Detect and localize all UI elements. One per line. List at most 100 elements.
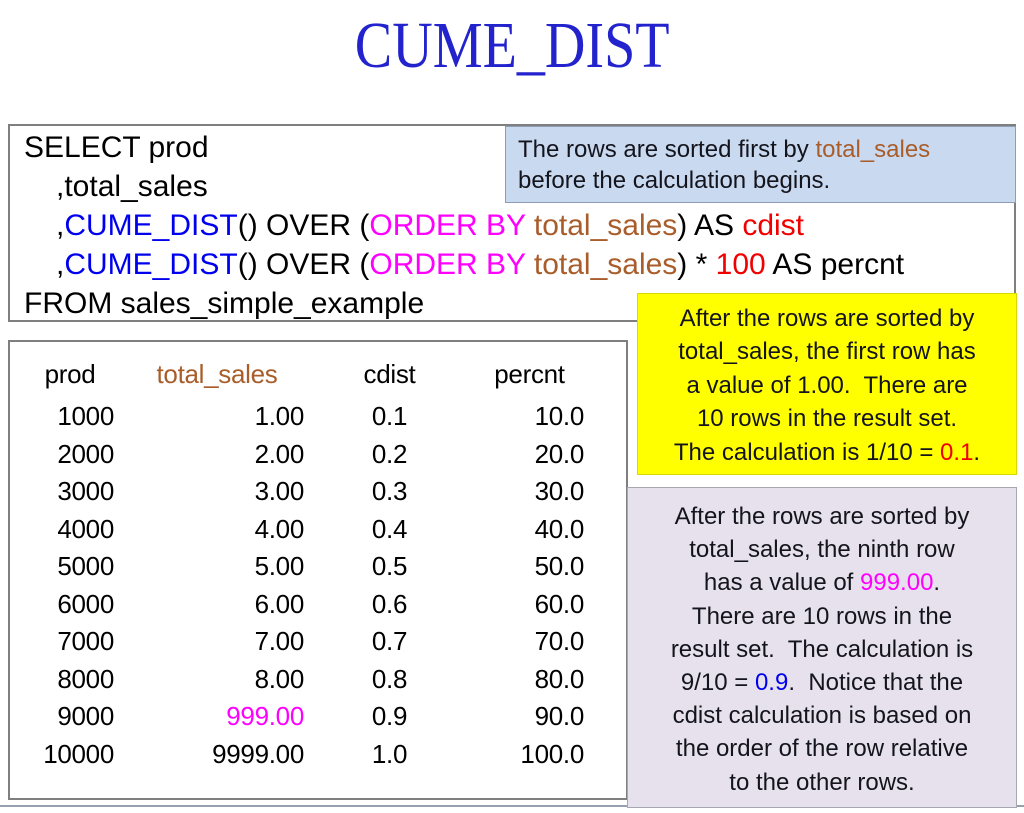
text-segment: AS percnt: [765, 248, 905, 281]
callout-sort-note: The rows are sorted first by total_sales…: [505, 126, 1016, 203]
text-segment: 10 rows in the result set.: [696, 405, 958, 433]
text-segment: 0.1: [371, 401, 408, 432]
text-segment: 0.5: [371, 551, 408, 582]
text-segment: 1000: [57, 401, 114, 432]
text-segment: 100.0: [520, 738, 584, 769]
text-segment: 2000: [57, 438, 114, 469]
table-cell: 30.0: [467, 476, 592, 507]
table-header-row: prod total_sales cdist percnt: [18, 350, 626, 398]
text-segment: 9999.00: [212, 738, 304, 769]
text-segment: 0.8: [371, 663, 408, 694]
text-segment: to the other rows.: [729, 768, 915, 796]
table-cell: 3000: [18, 476, 122, 507]
table-cell: 10000: [18, 739, 122, 770]
sql-code-line: ,CUME_DIST() OVER (ORDER BY total_sales)…: [24, 245, 1014, 284]
table-cell: 999.00: [122, 701, 312, 732]
table-row: 9000 999.00 0.9 90.0: [18, 698, 626, 736]
text-segment: 3000: [57, 476, 114, 507]
table-row: 2000 2.00 0.2 20.0: [18, 436, 626, 474]
callout-first-row-note: After the rows are sorted by total_sales,…: [637, 293, 1017, 475]
table-header-cell: percnt: [467, 359, 592, 390]
text-segment: 0.4: [371, 513, 408, 544]
text-segment: 10000: [43, 738, 114, 769]
text-segment: 1.0: [371, 738, 408, 769]
table-cell: 4000: [18, 514, 122, 545]
table-row: 6000 6.00 0.6 60.0: [18, 586, 626, 624]
text-segment: 30.0: [534, 476, 585, 507]
table-row: 1000 1.00 0.1 10.0: [18, 398, 626, 436]
text-segment: 8.00: [254, 663, 305, 694]
callout-text-line: After the rows are sorted by: [640, 302, 1014, 335]
sql-code-line: FROM sales_simple_example: [24, 284, 1014, 323]
callout-text-line: result set. The calculation is: [630, 633, 1014, 666]
table-cell: 7.00: [122, 626, 312, 657]
text-segment: 7.00: [254, 626, 305, 657]
callout-text-line: total_sales, the first row has: [640, 335, 1014, 368]
text-segment: result set. The calculation is: [670, 635, 974, 663]
text-segment: 9/10 =: [680, 669, 755, 697]
text-segment: 90.0: [534, 701, 585, 732]
table-cell: 20.0: [467, 439, 592, 470]
text-segment: . Notice that the: [788, 669, 964, 697]
text-segment: total_sales, the first row has: [678, 338, 976, 366]
text-segment: 1.00: [254, 401, 305, 432]
table-cell: 1.0: [312, 739, 467, 770]
result-table: prod total_sales cdist percnt 1000 1.00 0.1 10…: [8, 340, 628, 800]
text-segment: 5000: [57, 551, 114, 582]
text-segment: 40.0: [534, 513, 585, 544]
table-cell: 8000: [18, 664, 122, 695]
text-segment: 3.00: [254, 476, 305, 507]
callout-text-line: 10 rows in the result set.: [640, 402, 1014, 435]
text-segment: The rows are sorted first by: [518, 136, 816, 163]
text-segment: CUME_DIST: [64, 209, 238, 242]
text-segment: 999.00: [226, 701, 304, 732]
callout-ninth-row-note: After the rows are sorted by total_sales,…: [627, 487, 1017, 808]
text-segment: ORDER BY: [369, 248, 526, 281]
text-segment: () OVER (: [237, 209, 370, 242]
text-segment: 60.0: [534, 588, 585, 619]
sql-code-line: ,total_sales: [24, 167, 1014, 206]
text-segment: percnt: [494, 358, 565, 389]
table-cell: 70.0: [467, 626, 592, 657]
text-segment: 0.3: [371, 476, 408, 507]
table-cell: 90.0: [467, 701, 592, 732]
text-segment: has a value of: [703, 569, 861, 597]
text-segment: cdist: [742, 209, 805, 242]
text-segment: 4.00: [254, 513, 305, 544]
text-segment: 0.2: [371, 438, 408, 469]
text-segment: total_sales, the ninth row: [689, 536, 955, 564]
text-segment: SELECT prod: [24, 131, 209, 164]
text-segment: () OVER (: [237, 248, 370, 281]
footer-divider: [0, 805, 1024, 807]
table-cell: 8.00: [122, 664, 312, 695]
text-segment: .: [933, 569, 941, 597]
callout-text-line: There are 10 rows in the: [630, 600, 1014, 633]
text-segment: 100: [715, 248, 766, 281]
text-segment: 10.0: [534, 401, 585, 432]
text-segment: a value of 1.00. There are: [686, 371, 968, 399]
table-cell: 6.00: [122, 589, 312, 620]
table-cell: 80.0: [467, 664, 592, 695]
text-segment: total_sales: [815, 136, 931, 163]
table-body: 1000 1.00 0.1 10.0 2000 2.00 0.2 20.0 3000 3.00 0.…: [18, 398, 626, 773]
title-wrap: CUME_DIST: [0, 8, 1024, 84]
text-segment: ) AS: [677, 209, 743, 242]
table-cell: 0.5: [312, 551, 467, 582]
text-segment: ) *: [677, 248, 716, 281]
callout-text-line: The calculation is 1/10 = 0.1.: [640, 436, 1014, 469]
table-cell: 0.7: [312, 626, 467, 657]
text-segment: 0.1: [940, 438, 974, 466]
text-segment: 5.00: [254, 551, 305, 582]
table-row: 10000 9999.00 1.0 100.0: [18, 736, 626, 774]
table-cell: 40.0: [467, 514, 592, 545]
text-segment: .: [973, 438, 981, 466]
text-segment: 2.00: [254, 438, 305, 469]
table-row: 4000 4.00 0.4 40.0: [18, 511, 626, 549]
text-segment: total_sales: [525, 209, 678, 242]
text-segment: total_sales: [525, 248, 678, 281]
text-segment: cdist calculation is based on: [672, 702, 972, 730]
text-segment: After the rows are sorted by: [679, 305, 975, 332]
text-segment: 4000: [57, 513, 114, 544]
text-segment: 80.0: [534, 663, 585, 694]
table-cell: 10.0: [467, 401, 592, 432]
